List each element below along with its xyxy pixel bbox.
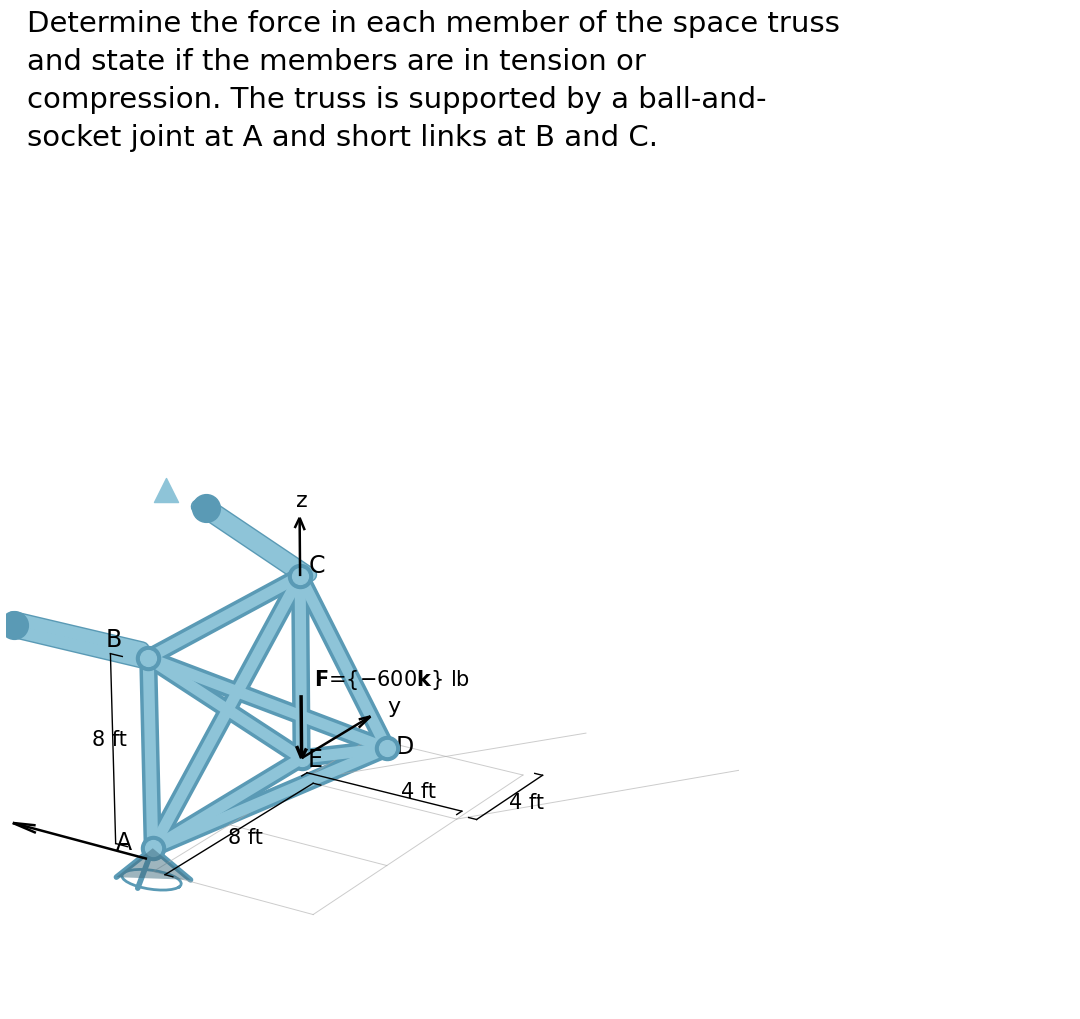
Text: Determine the force in each member of the space truss
and state if the members a: Determine the force in each member of th…	[27, 10, 840, 152]
